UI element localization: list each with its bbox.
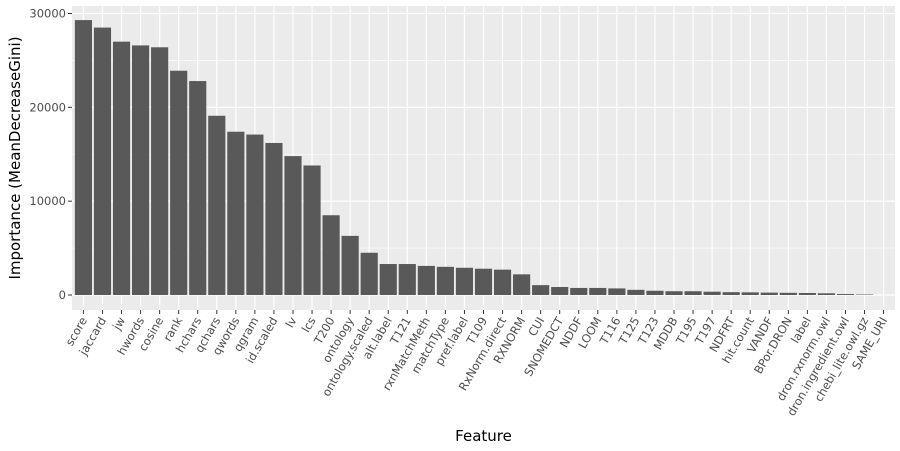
bar-cosine bbox=[151, 47, 169, 295]
x-tick-label: jw bbox=[109, 315, 128, 334]
bar-jaccard bbox=[93, 27, 112, 295]
bar-T200 bbox=[322, 215, 340, 295]
bar-matchType bbox=[436, 266, 454, 295]
bar-lcs bbox=[303, 165, 321, 295]
bar-RxNorm.direct bbox=[493, 269, 512, 295]
bar-RXNORM bbox=[513, 274, 531, 295]
y-tick-label: 0 bbox=[59, 288, 66, 302]
bar-CUI bbox=[532, 285, 550, 295]
y-axis: 0 10000 20000 30000 bbox=[29, 7, 72, 302]
y-axis-title: Importance (MeanDecreaseGini) bbox=[6, 36, 24, 279]
bars bbox=[74, 20, 874, 295]
bar-NDDF bbox=[570, 287, 588, 295]
bar-label bbox=[798, 293, 816, 295]
bar-NDFRT bbox=[722, 292, 740, 295]
bar-T125 bbox=[627, 289, 645, 295]
x-tick-label: lcs bbox=[299, 314, 319, 334]
bar-ontology.scaled bbox=[360, 252, 378, 295]
bar-ontology bbox=[341, 235, 359, 295]
bar-hchars bbox=[189, 81, 207, 295]
bar-T123 bbox=[646, 290, 664, 295]
bar-alt.label bbox=[379, 264, 397, 295]
bar-SNOMEDCT bbox=[551, 287, 569, 295]
bar-hit.count bbox=[741, 292, 759, 295]
bar-pref.label bbox=[455, 267, 474, 295]
bar-VANDF bbox=[760, 292, 778, 295]
bar-T197 bbox=[703, 291, 721, 295]
bar-hwords bbox=[132, 45, 150, 295]
bar-qgram bbox=[246, 134, 264, 295]
bar-jw bbox=[112, 41, 131, 295]
y-tick-label: 20000 bbox=[29, 100, 66, 114]
bar-id.scaled bbox=[265, 142, 283, 295]
bar-qwords bbox=[227, 131, 245, 295]
bar-dron.ingredient.owl bbox=[836, 294, 855, 295]
bar-T195 bbox=[684, 291, 702, 295]
bar-LOOM bbox=[589, 287, 607, 295]
bar-lv bbox=[284, 156, 302, 295]
bar-dron.rxnorm.owl bbox=[817, 293, 835, 295]
bar-T116 bbox=[608, 288, 626, 295]
bar-T121 bbox=[398, 264, 416, 295]
x-tick-label: lv bbox=[282, 314, 299, 330]
y-tick-label: 30000 bbox=[29, 7, 66, 21]
bar-MDDB bbox=[665, 291, 683, 295]
bar-qchars bbox=[208, 115, 226, 295]
bar-BPor.DRON bbox=[779, 292, 797, 295]
x-axis-title: Feature bbox=[455, 427, 512, 445]
bar-T109 bbox=[474, 268, 493, 295]
bar-rxnMatchMeth bbox=[417, 265, 435, 295]
bar-score bbox=[74, 20, 93, 295]
bar-rank bbox=[170, 70, 188, 295]
y-tick-label: 10000 bbox=[29, 194, 66, 208]
